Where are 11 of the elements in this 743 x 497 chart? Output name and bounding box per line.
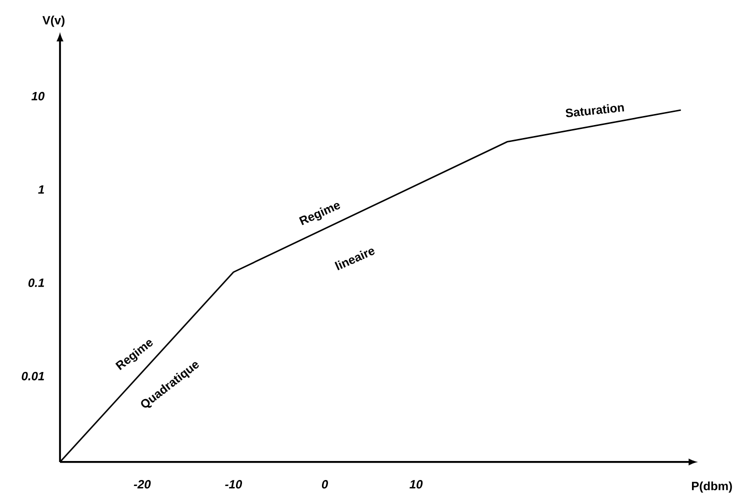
y-tick-label: 1 xyxy=(38,185,44,194)
x-tick-label: -10 xyxy=(225,480,242,488)
x-axis-title: P(dbm) xyxy=(692,481,732,493)
y-axis-title: V(v) xyxy=(42,16,64,27)
annotation: Saturation xyxy=(566,104,624,118)
x-tick-label: 0 xyxy=(322,480,328,488)
x-tick-label: 10 xyxy=(410,480,423,488)
y-tick-label: 0.01 xyxy=(22,372,44,380)
y-tick-label: 0.1 xyxy=(28,278,44,287)
x-tick-label: -20 xyxy=(134,480,151,488)
y-tick-label: 10 xyxy=(31,92,45,100)
